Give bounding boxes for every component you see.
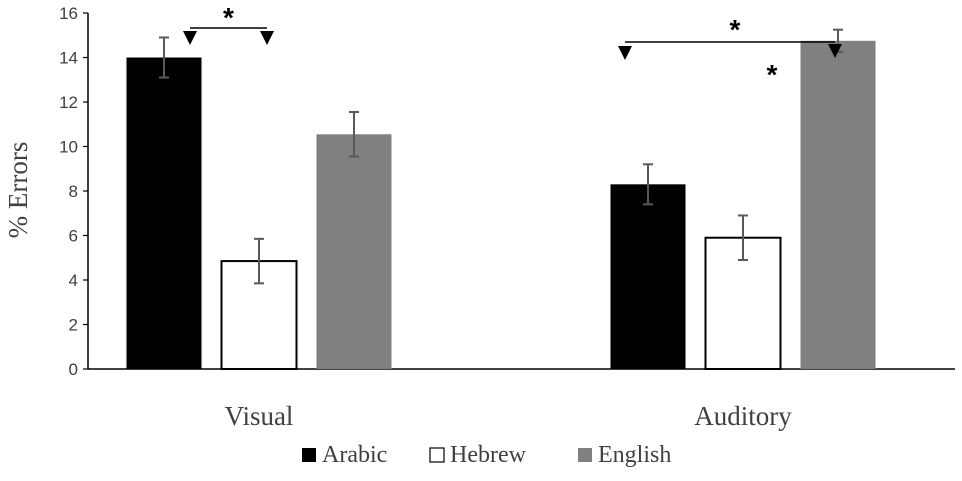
legend-swatch-english <box>578 448 592 462</box>
legend-label-hebrew: Hebrew <box>450 442 527 468</box>
legend-swatch-hebrew <box>429 447 445 463</box>
y-tick-label: 0 <box>69 360 78 379</box>
bar-english-auditory <box>800 40 876 369</box>
arrowhead <box>183 31 197 45</box>
arrowhead <box>260 31 274 45</box>
x-category-label: Visual <box>225 401 294 431</box>
significance-star: * <box>767 59 778 90</box>
y-tick-label: 16 <box>59 4 78 23</box>
y-tick-label: 12 <box>59 93 78 112</box>
legend-swatch-arabic <box>302 448 316 462</box>
bar-arabic-auditory <box>610 184 686 369</box>
y-tick-label: 8 <box>69 182 78 201</box>
y-tick-label: 2 <box>69 316 78 335</box>
arrowhead <box>618 46 632 60</box>
error-bars <box>159 28 843 285</box>
arrowhead <box>828 44 842 58</box>
legend-label-arabic: Arabic <box>322 442 387 468</box>
y-tick-label: 4 <box>69 271 78 290</box>
y-tick-label: 6 <box>69 227 78 246</box>
y-tick-label: 10 <box>59 138 78 157</box>
legend: Arabic Hebrew English <box>302 442 671 468</box>
significance-star: * <box>730 14 741 45</box>
bars <box>126 40 876 370</box>
significance-annotations: * * * <box>183 2 842 90</box>
y-axis-label: % Errors <box>3 142 33 239</box>
x-category-label: Auditory <box>694 401 792 431</box>
y-tick-label: 14 <box>59 49 78 68</box>
bar-arabic-visual <box>126 57 202 369</box>
bar-english-visual <box>316 134 392 369</box>
legend-label-english: English <box>598 442 671 468</box>
significance-star: * <box>223 2 234 33</box>
